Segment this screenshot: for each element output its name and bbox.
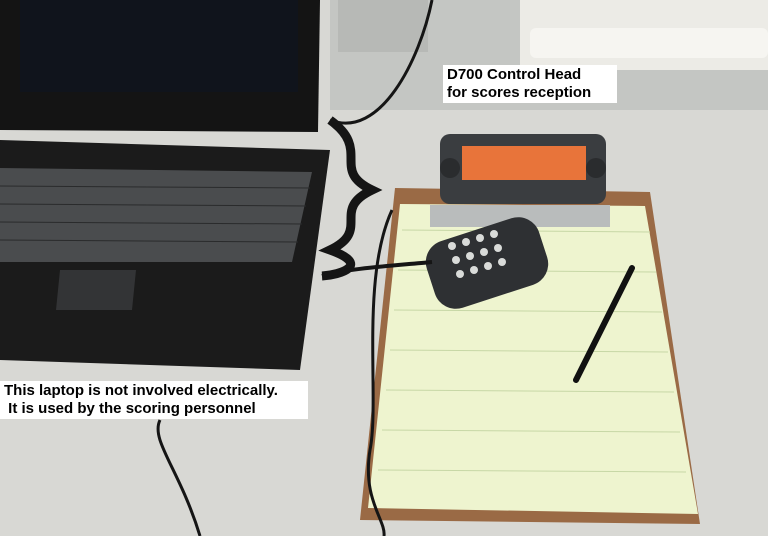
- radio-caption: D700 Control Head for scores reception: [443, 65, 617, 103]
- radio-display: [462, 146, 586, 180]
- laptop-keyboard: [0, 168, 312, 262]
- lower-cable: [367, 209, 394, 536]
- coiled-cable: [318, 116, 383, 281]
- radio-knob-right: [586, 158, 606, 178]
- keyboard-keys: [0, 185, 311, 243]
- keypad-buttons: [448, 230, 506, 278]
- printer-tray: [530, 28, 768, 58]
- laptop-caption-line1: This laptop is not involved electrically…: [4, 382, 278, 399]
- pen: [573, 265, 635, 383]
- wall-cabinet: [338, 0, 428, 52]
- left-cable: [156, 419, 202, 536]
- top-cable: [329, 0, 434, 125]
- radio-knob-left: [440, 158, 460, 178]
- laptop-caption-line2: It is used by the scoring personnel: [4, 400, 256, 417]
- clipboard-clip: [430, 205, 610, 227]
- radio-caption-line2: for scores reception: [447, 84, 592, 101]
- laptop-touchpad: [56, 270, 136, 310]
- mic-cable: [321, 260, 433, 278]
- radio-caption-line1: D700 Control Head: [447, 66, 582, 83]
- laptop-screen: [20, 0, 298, 92]
- laptop-caption: This laptop is not involved electrically…: [0, 381, 308, 419]
